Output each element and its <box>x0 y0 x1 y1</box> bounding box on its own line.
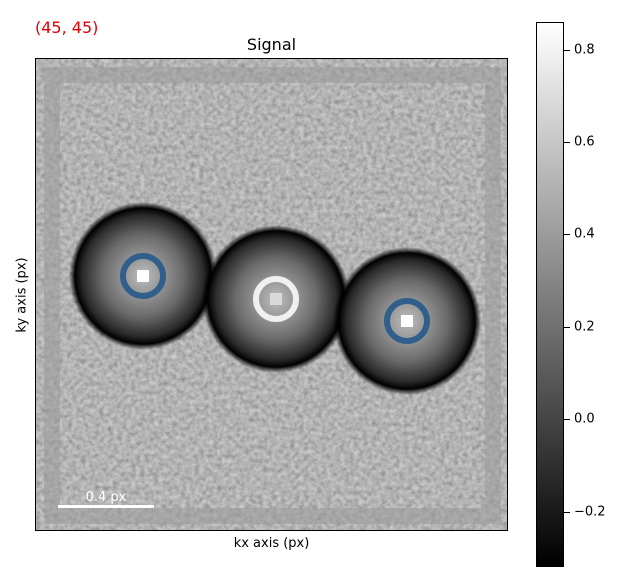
colorbar-tick-label: −0.2 <box>574 504 606 520</box>
signal-image[interactable] <box>35 58 508 531</box>
marker-middle[interactable] <box>253 276 299 322</box>
scalebar-label: 0.4 px <box>85 490 127 505</box>
scalebar <box>58 505 154 508</box>
colorbar-tick-label: 0.8 <box>574 42 595 58</box>
colorbar-tick-label: 0.4 <box>574 226 595 242</box>
marker-right[interactable] <box>384 298 430 344</box>
colorbar <box>536 22 564 567</box>
colorbar-tick <box>564 234 570 236</box>
colorbar-tick <box>564 142 570 144</box>
x-axis-label: kx axis (px) <box>233 536 310 551</box>
spot-middle-core <box>270 293 282 305</box>
frame-border <box>44 67 501 524</box>
y-axis-label: ky axis (px) <box>14 257 30 333</box>
colorbar-tick <box>564 419 570 421</box>
plot-title: Signal <box>246 35 297 54</box>
colorbar-tick-label: 0.6 <box>574 134 595 150</box>
colorbar-tick <box>564 511 570 513</box>
marker-left[interactable] <box>120 253 166 299</box>
signal-canvas[interactable] <box>36 59 508 531</box>
colorbar-tick-label: 0.0 <box>574 411 595 427</box>
colorbar-tick-label: 0.2 <box>574 319 595 335</box>
spot-left-core <box>137 270 149 282</box>
coordinate-readout: (45, 45) <box>35 18 99 37</box>
colorbar-tick <box>564 49 570 51</box>
colorbar-tick <box>564 326 570 328</box>
spot-right-core <box>401 315 413 327</box>
